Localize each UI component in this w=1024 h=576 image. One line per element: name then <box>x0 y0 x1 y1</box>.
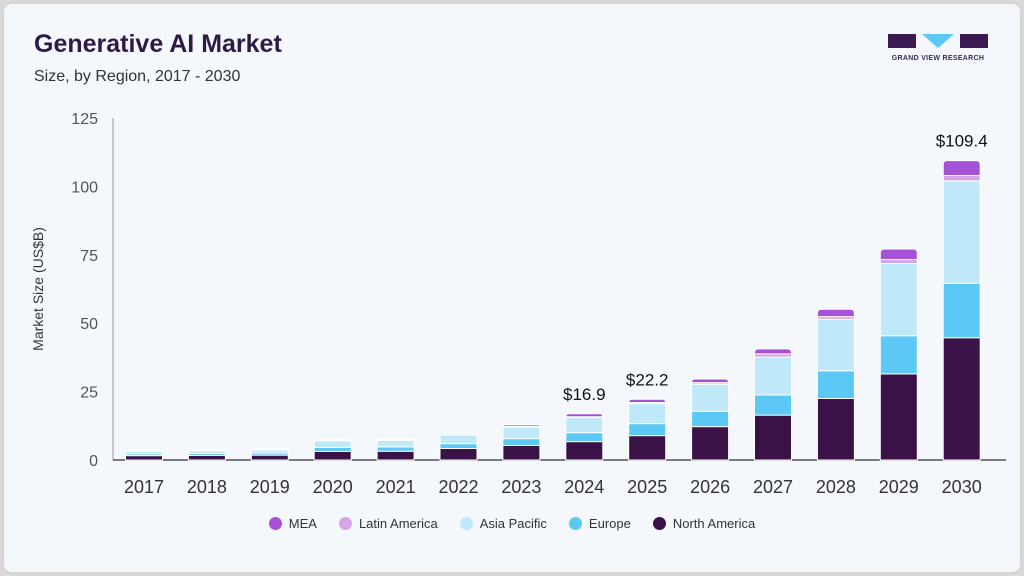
bar-segment-mea <box>691 378 730 384</box>
bar-segment-north-america <box>628 435 667 461</box>
chart-title: Generative AI Market <box>34 30 282 58</box>
logo-text: GRAND VIEW RESEARCH <box>891 55 985 62</box>
legend-dot-icon <box>459 517 473 530</box>
bar-segment-europe <box>628 423 667 437</box>
x-tick-label: 2020 <box>313 477 353 497</box>
bar-segment-europe <box>439 443 478 450</box>
legend-dot-icon <box>652 517 666 530</box>
bar-segment-europe <box>754 394 792 416</box>
x-tick-label: 2030 <box>942 477 982 497</box>
legend-label: Latin America <box>358 516 438 531</box>
bar-segment-north-america <box>691 426 730 461</box>
bar-segment-mea <box>565 413 604 418</box>
bar-segment-north-america <box>313 450 352 461</box>
bar-segment-north-america <box>816 397 855 461</box>
bar-segment-europe <box>942 282 981 339</box>
bar-segment-mea <box>124 449 164 452</box>
x-tick-label: 2019 <box>250 477 290 497</box>
grand-view-research-logo: GRAND VIEW RESEARCH <box>886 32 990 66</box>
bar-segment-asia-pacific <box>942 180 981 284</box>
bar-segment-europe <box>313 446 352 453</box>
legend-item: Europe <box>568 516 631 531</box>
bar-segment-north-america <box>376 450 415 461</box>
bar-segment-asia-pacific <box>691 383 730 412</box>
bar-segment-mea <box>502 424 541 427</box>
bar-segment-north-america <box>754 414 792 461</box>
logo-mark-icon <box>888 34 988 48</box>
x-tick-label: 2025 <box>627 477 667 497</box>
bar-segment-asia-pacific <box>376 439 415 448</box>
bar-segment-mea <box>187 449 226 451</box>
legend-dot-icon <box>268 517 282 530</box>
x-tick-label: 2023 <box>501 477 541 497</box>
bar-segment-europe <box>502 437 541 446</box>
y-tick-label: 100 <box>71 179 98 196</box>
bar-segment-north-america <box>565 441 604 461</box>
bar-segment-mea <box>942 160 981 176</box>
bar-segment-europe <box>565 432 604 443</box>
legend-dot-icon <box>338 517 352 530</box>
legend-dot-icon <box>568 517 582 530</box>
bar-segment-north-america <box>879 373 918 461</box>
x-tick-label: 2018 <box>187 477 227 497</box>
bar-segment-asia-pacific <box>502 426 541 440</box>
data-label: $22.2 <box>626 370 669 389</box>
x-tick-label: 2026 <box>690 477 730 497</box>
bar-segment-asia-pacific <box>628 403 667 425</box>
bar-segment-mea <box>313 438 352 441</box>
data-label: $16.9 <box>563 385 606 404</box>
y-tick-label: 75 <box>80 248 98 265</box>
y-tick-label: 25 <box>80 385 98 402</box>
x-tick-label: 2027 <box>753 477 793 497</box>
x-tick-label: 2024 <box>564 477 604 497</box>
chart-subtitle: Size, by Region, 2017 - 2030 <box>34 68 241 85</box>
bar-segment-north-america <box>439 448 478 461</box>
legend: MEA Latin America Asia Pacific Europe North … <box>0 516 1024 531</box>
bar-segment-asia-pacific <box>816 318 855 372</box>
bar-segment-mea <box>879 248 918 260</box>
bar-segment-europe <box>816 369 855 399</box>
legend-item: Latin America <box>338 516 438 531</box>
bar-segment-europe <box>691 410 730 428</box>
bar-segment-europe <box>376 446 415 452</box>
x-tick-label: 2028 <box>816 477 856 497</box>
bar-segment-mea <box>628 398 667 404</box>
bar-segment-mea <box>250 448 289 451</box>
legend-label: North America <box>672 516 756 531</box>
bar-segment-mea <box>754 348 792 355</box>
bar-segment-latin-america <box>942 174 981 182</box>
bar-segment-asia-pacific <box>439 434 478 445</box>
x-tick-label: 2029 <box>879 477 919 497</box>
bar-segment-north-america <box>502 444 541 461</box>
bar-segment-mea <box>376 438 415 441</box>
x-tick-label: 2021 <box>376 477 416 497</box>
x-tick-label: 2022 <box>438 477 478 497</box>
bar-segment-asia-pacific <box>879 263 918 337</box>
bar-segment-asia-pacific <box>313 440 352 448</box>
y-tick-label: 125 <box>71 111 98 128</box>
x-tick-label: 2017 <box>124 477 164 497</box>
bar-segment-north-america <box>250 454 289 461</box>
legend-label: MEA <box>288 516 317 531</box>
y-axis-label: Market Size (US$B) <box>30 227 46 351</box>
bar-segment-north-america <box>942 337 981 461</box>
bar-segment-latin-america <box>879 258 918 265</box>
bar-segment-asia-pacific <box>754 356 792 396</box>
legend-item: Asia Pacific <box>459 516 547 531</box>
bar-segment-asia-pacific <box>565 417 604 434</box>
bar-segment-mea <box>816 308 855 318</box>
legend-item: MEA <box>268 516 317 531</box>
bar-segment-europe <box>879 335 918 375</box>
y-tick-label: 50 <box>80 316 98 333</box>
bar-segment-north-america <box>125 455 163 461</box>
bar-segment-mea <box>439 432 478 435</box>
data-label: $109.4 <box>936 132 988 151</box>
bar-segment-north-america <box>187 454 226 461</box>
legend-item: North America <box>652 516 756 531</box>
y-tick-label: 0 <box>89 453 98 470</box>
legend-label: Europe <box>588 516 631 531</box>
legend-label: Asia Pacific <box>479 516 547 531</box>
